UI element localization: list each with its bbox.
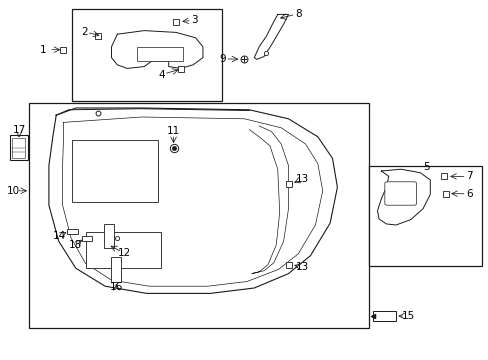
Bar <box>72 9 222 101</box>
Bar <box>372 311 395 321</box>
Bar <box>10 135 28 160</box>
Bar <box>137 47 183 61</box>
Polygon shape <box>49 108 337 293</box>
Text: 9: 9 <box>219 54 225 64</box>
Bar <box>103 224 114 248</box>
Text: 8: 8 <box>294 9 301 19</box>
Text: 2: 2 <box>81 27 87 37</box>
Text: 7: 7 <box>465 171 472 181</box>
FancyBboxPatch shape <box>384 182 416 205</box>
Bar <box>12 138 25 158</box>
Text: 13: 13 <box>295 262 308 272</box>
Bar <box>29 103 368 328</box>
Text: 15: 15 <box>401 311 414 321</box>
Text: 18: 18 <box>69 240 82 250</box>
Bar <box>81 236 92 241</box>
Text: 17: 17 <box>12 125 26 135</box>
Text: 14: 14 <box>53 231 66 241</box>
Text: 16: 16 <box>109 282 123 292</box>
Polygon shape <box>377 169 429 225</box>
Bar <box>72 140 158 202</box>
Text: 12: 12 <box>118 248 131 258</box>
Bar <box>67 229 78 234</box>
Text: 1: 1 <box>40 45 46 55</box>
Text: 4: 4 <box>158 69 164 80</box>
Text: 3: 3 <box>191 15 198 25</box>
Bar <box>368 166 481 266</box>
Text: 6: 6 <box>465 189 472 199</box>
Bar <box>85 232 161 268</box>
Bar <box>111 257 121 282</box>
Polygon shape <box>254 14 288 59</box>
Text: 10: 10 <box>7 186 20 196</box>
Text: 5: 5 <box>422 162 429 172</box>
Polygon shape <box>111 31 203 68</box>
Text: 13: 13 <box>295 174 308 184</box>
Text: 11: 11 <box>166 126 180 136</box>
